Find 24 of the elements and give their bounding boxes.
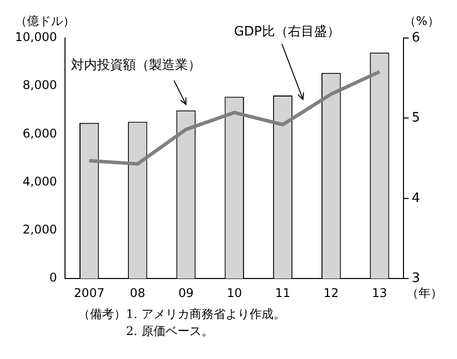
y-tick-label: 6,000 [22, 126, 57, 140]
x-tick-label: 09 [178, 286, 194, 300]
y2-tick-label: 6 [412, 30, 420, 46]
text: （備考）1. アメリカ商務省より作成。 [78, 306, 286, 323]
y2-axis-title: （%） [404, 14, 440, 28]
y2-tick-label: 3 [412, 270, 420, 286]
x-tick-label: 10 [226, 286, 242, 300]
x-tick-label: 12 [324, 286, 339, 300]
text: 2. 原価ベース。 [125, 323, 214, 340]
text: GDP比（右目盛） [234, 24, 340, 40]
y2-tick-label: 5 [412, 110, 420, 126]
y-tick-label: 4,000 [22, 174, 57, 188]
x-tick-label: 11 [275, 286, 290, 300]
x-axis-title: （年） [406, 286, 443, 300]
x-tick-label: 08 [130, 286, 146, 300]
y-tick-label: 8,000 [22, 78, 57, 92]
y2-tick-label: 4 [412, 190, 420, 206]
y-tick-label: 10,000 [14, 30, 57, 44]
x-tick-label: 13 [372, 286, 388, 300]
text: 対内投資額（製造業） [70, 56, 201, 73]
y-tick-label: 0 [49, 270, 57, 285]
y-axis-title: （億ドル） [14, 14, 75, 28]
x-tick-label: 2007 [74, 286, 104, 300]
y-tick-label: 2,000 [22, 222, 57, 237]
